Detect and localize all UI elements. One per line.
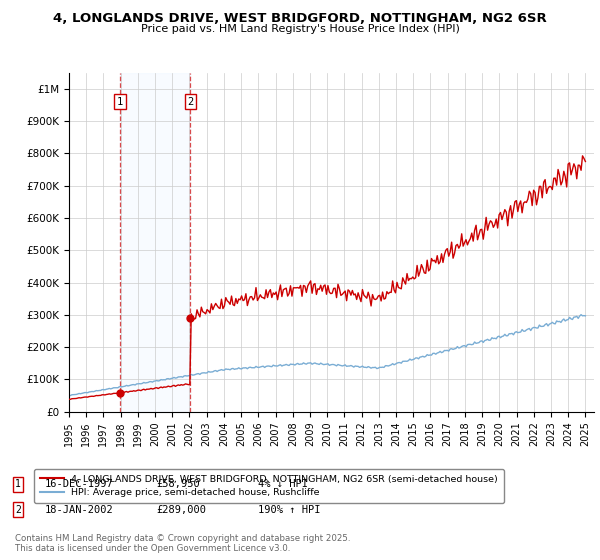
Text: 4% ↓ HPI: 4% ↓ HPI (258, 479, 308, 489)
Text: 1: 1 (117, 97, 123, 107)
Legend: 4, LONGLANDS DRIVE, WEST BRIDGFORD, NOTTINGHAM, NG2 6SR (semi-detached house), H: 4, LONGLANDS DRIVE, WEST BRIDGFORD, NOTT… (34, 469, 503, 503)
Text: 1: 1 (15, 479, 21, 489)
Text: Price paid vs. HM Land Registry's House Price Index (HPI): Price paid vs. HM Land Registry's House … (140, 24, 460, 34)
Text: 2: 2 (187, 97, 193, 107)
Text: 190% ↑ HPI: 190% ↑ HPI (258, 505, 320, 515)
Text: 18-JAN-2002: 18-JAN-2002 (45, 505, 114, 515)
Text: £58,950: £58,950 (156, 479, 200, 489)
Text: 2: 2 (15, 505, 21, 515)
Text: 16-DEC-1997: 16-DEC-1997 (45, 479, 114, 489)
Text: 4, LONGLANDS DRIVE, WEST BRIDGFORD, NOTTINGHAM, NG2 6SR: 4, LONGLANDS DRIVE, WEST BRIDGFORD, NOTT… (53, 12, 547, 25)
Text: £289,000: £289,000 (156, 505, 206, 515)
Text: Contains HM Land Registry data © Crown copyright and database right 2025.
This d: Contains HM Land Registry data © Crown c… (15, 534, 350, 553)
Bar (120, 73, 190, 412)
